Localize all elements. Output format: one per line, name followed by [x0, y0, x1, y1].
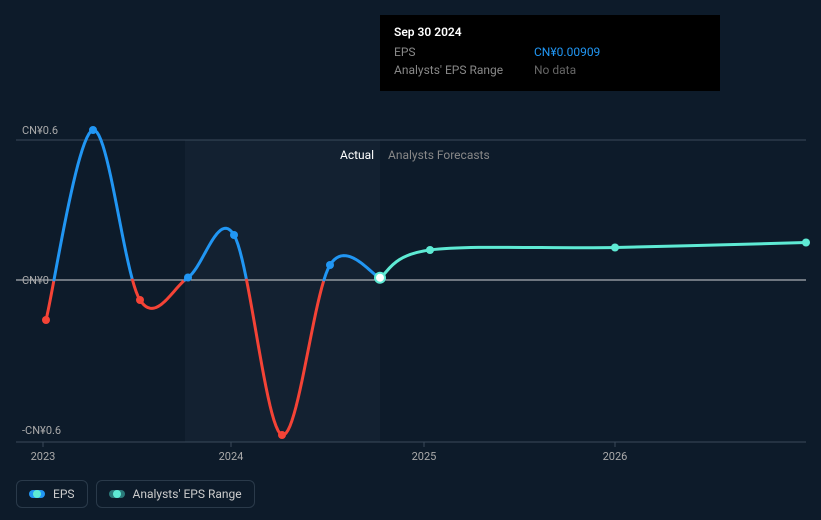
x-axis-label: 2023: [31, 450, 56, 463]
y-axis-label: CN¥0.6: [22, 124, 58, 137]
y-axis-label: -CN¥0.6: [22, 424, 61, 437]
x-axis-label: 2026: [603, 450, 628, 463]
legend-dot-icon: [33, 490, 41, 498]
y-axis-label: CN¥0: [22, 274, 49, 287]
x-axis-label: 2024: [219, 450, 244, 463]
x-axis-label: 2025: [412, 450, 437, 463]
tooltip-row: EPSCN¥0.00909: [394, 45, 706, 59]
legend-item[interactable]: Analysts' EPS Range: [96, 480, 255, 508]
tooltip-date: Sep 30 2024: [394, 25, 706, 39]
tooltip-row-label: Analysts' EPS Range: [394, 63, 534, 77]
legend-label: Analysts' EPS Range: [133, 487, 242, 501]
region-label-forecast: Analysts Forecasts: [388, 148, 490, 162]
chart-legend: EPS Analysts' EPS Range: [16, 480, 255, 508]
chart-container: { "tooltip": { "date": "Sep 30 2024", "r…: [0, 0, 821, 520]
tooltip-row-value: CN¥0.00909: [534, 45, 600, 59]
tooltip-row: Analysts' EPS RangeNo data: [394, 63, 706, 77]
tooltip-row-label: EPS: [394, 45, 534, 59]
chart-tooltip: Sep 30 2024 EPSCN¥0.00909Analysts' EPS R…: [380, 15, 720, 91]
legend-swatch: [109, 490, 125, 498]
region-label-actual: Actual: [340, 148, 374, 162]
tooltip-row-value: No data: [534, 63, 576, 77]
legend-label: EPS: [53, 487, 75, 501]
legend-item[interactable]: EPS: [16, 480, 88, 508]
legend-dot-icon: [113, 490, 121, 498]
legend-swatch: [29, 490, 45, 498]
